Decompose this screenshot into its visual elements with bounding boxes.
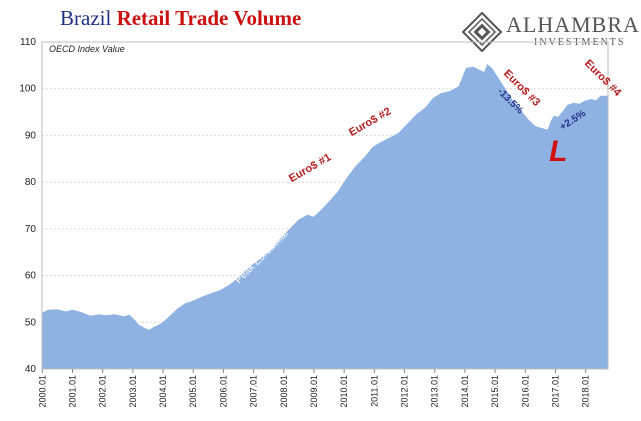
x-tick-label: 2011.01 (369, 375, 379, 407)
x-tick-label: 2018.01 (581, 375, 591, 408)
axes (41, 41, 609, 370)
x-tick-label: 2017.01 (550, 375, 560, 408)
y-tick-label: 40 (25, 364, 37, 375)
x-tick-label: 2002.01 (98, 375, 108, 408)
series-area (42, 64, 608, 369)
x-tick-label: 2007.01 (249, 375, 259, 408)
title-part1: Brazil (60, 6, 117, 30)
y-tick-label: 50 (25, 317, 37, 328)
x-tick-label: 2005.01 (188, 375, 198, 408)
y-tick-label: 100 (19, 84, 36, 95)
logo-name: ALHAMBRA (506, 12, 640, 37)
x-tick-label: 2016.01 (520, 375, 530, 408)
x-tick-label: 2001.01 (67, 375, 77, 408)
chart-title: Brazil Retail Trade Volume (60, 6, 301, 31)
x-ticks: 2000.01 2001.01 2002.01 2003.01 2004.01 2005.… (37, 369, 591, 408)
plot-frame (41, 41, 609, 370)
x-tick-label: 2004.01 (158, 375, 168, 408)
l-shape-annotation: L (549, 135, 568, 169)
y-tick-label: 70 (25, 224, 37, 235)
y-ticks: 40 50 60 70 80 90 100 110 (19, 37, 36, 375)
y-tick-label: 110 (20, 37, 36, 48)
x-tick-label: 2006.01 (218, 375, 228, 408)
x-tick-label: 2013.01 (430, 375, 440, 408)
y-axis-label: OECD Index Value (49, 44, 125, 54)
title-part2: Retail Trade Volume (116, 6, 302, 30)
x-tick-label: 2008.01 (279, 375, 289, 408)
x-tick-label: 2012.01 (400, 375, 410, 408)
x-tick-label: 2010.01 (339, 375, 349, 408)
x-tick-label: 2000.01 (37, 375, 47, 408)
x-tick-label: 2009.01 (309, 375, 319, 408)
y-tick-label: 90 (25, 130, 37, 141)
x-tick-label: 2003.01 (128, 375, 138, 408)
y-tick-label: 60 (25, 271, 37, 282)
alhambra-diamond-icon (462, 12, 502, 52)
y-tick-label: 80 (25, 177, 37, 188)
x-tick-label: 2014.01 (460, 375, 470, 408)
x-tick-label: 2015.01 (490, 375, 500, 408)
